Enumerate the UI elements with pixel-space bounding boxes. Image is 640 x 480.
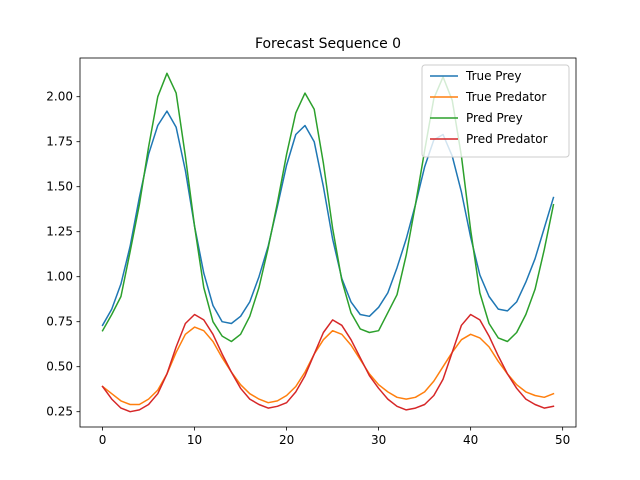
legend-label: True Prey bbox=[465, 69, 521, 83]
y-tick-label: 1.75 bbox=[46, 135, 73, 149]
axes-frame bbox=[79, 57, 577, 428]
x-tick-label: 30 bbox=[371, 433, 386, 447]
y-tick-label: 2.00 bbox=[46, 90, 73, 104]
y-tick-label: 1.25 bbox=[46, 225, 73, 239]
x-tick-label: 50 bbox=[555, 433, 570, 447]
chart-title: Forecast Sequence 0 bbox=[255, 36, 401, 52]
x-tick-label: 20 bbox=[279, 433, 294, 447]
legend-label: True Predator bbox=[465, 90, 546, 104]
x-tick-label: 0 bbox=[99, 433, 107, 447]
x-tick-label: 40 bbox=[463, 433, 478, 447]
y-tick-label: 1.50 bbox=[46, 180, 73, 194]
axes-layer: 0 10 20 30 40 50 0.25 0.50 0.75 1.00 1.25 1.50 1.75 2… bbox=[46, 57, 577, 447]
series-line-pred-predator bbox=[101, 313, 555, 413]
x-tick-label: 10 bbox=[187, 433, 202, 447]
series-line-true-predator bbox=[101, 326, 555, 406]
legend-label: Pred Prey bbox=[466, 111, 523, 125]
legend-box bbox=[421, 64, 570, 158]
legend: True Prey True Predator Pred Prey Pred Pred… bbox=[421, 64, 570, 158]
y-tick-label: 1.00 bbox=[46, 270, 73, 284]
legend-label: Pred Predator bbox=[466, 132, 548, 146]
y-tick-label: 0.75 bbox=[46, 315, 73, 329]
series-line-true-prey bbox=[101, 110, 555, 327]
series-layer bbox=[101, 72, 555, 413]
series-line-pred-prey bbox=[101, 72, 555, 343]
y-tick-label: 0.25 bbox=[46, 405, 73, 419]
y-tick-label: 0.50 bbox=[46, 360, 73, 374]
